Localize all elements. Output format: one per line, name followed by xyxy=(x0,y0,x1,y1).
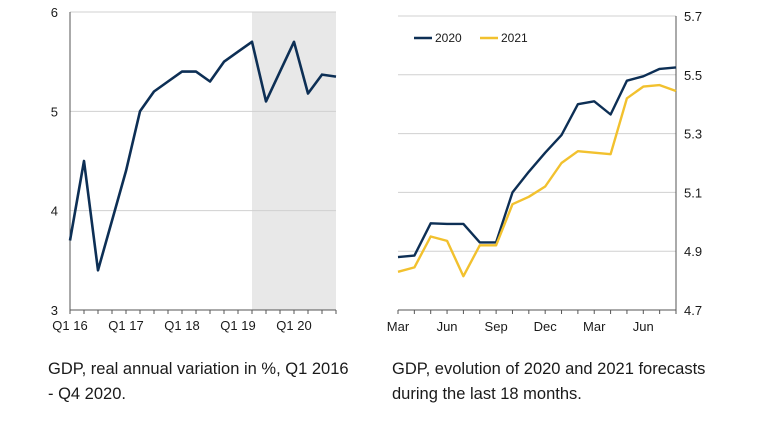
y-tick-label: 5.7 xyxy=(684,9,702,24)
x-tick-label: Mar xyxy=(387,319,410,334)
x-tick-label: Jun xyxy=(437,319,458,334)
y-tick-label: 4 xyxy=(51,204,58,219)
x-tick-label: Q1 19 xyxy=(220,318,255,333)
x-tick-label: Sep xyxy=(485,319,508,334)
series-line-2020 xyxy=(397,66,677,259)
gdp-series-line xyxy=(68,40,337,272)
x-tick-label: Dec xyxy=(534,319,558,334)
x-tick-label: Q1 16 xyxy=(52,318,87,333)
y-tick-label: 5.5 xyxy=(684,68,702,83)
y-tick-label: 5.1 xyxy=(684,185,702,200)
right-forecast-chart: 4.7 4.9 5.1 5.3 5.5 5.7 Mar Jun Sep Dec Mar Jun 2020… xyxy=(387,9,702,334)
y-tick-label: 4.9 xyxy=(684,244,702,259)
y-tick-label: 3 xyxy=(51,303,58,318)
x-tick-label: Q1 17 xyxy=(108,318,143,333)
highlight-region xyxy=(252,12,336,310)
y-tick-label: 5.3 xyxy=(684,127,702,142)
y-tick-label: 4.7 xyxy=(684,303,702,318)
x-tick-label: Mar xyxy=(583,319,606,334)
left-gdp-chart: 3 4 5 6 Q1 16 Q1 17 Q1 18 Q1 19 Q1 20 xyxy=(51,5,337,333)
legend-label-2021: 2021 xyxy=(501,31,528,45)
legend: 2020 2021 xyxy=(414,31,528,45)
legend-label-2020: 2020 xyxy=(435,31,462,45)
y-tick-label: 5 xyxy=(51,104,58,119)
series-line-2021 xyxy=(397,83,677,278)
x-tick-label: Q1 20 xyxy=(276,318,311,333)
x-tick-label: Jun xyxy=(633,319,654,334)
left-chart-caption: GDP, real annual variation in %, Q1 2016… xyxy=(48,360,349,403)
y-tick-label: 6 xyxy=(51,5,58,20)
x-tick-label: Q1 18 xyxy=(164,318,199,333)
right-chart-caption: GDP, evolution of 2020 and 2021 forecast… xyxy=(392,360,706,403)
